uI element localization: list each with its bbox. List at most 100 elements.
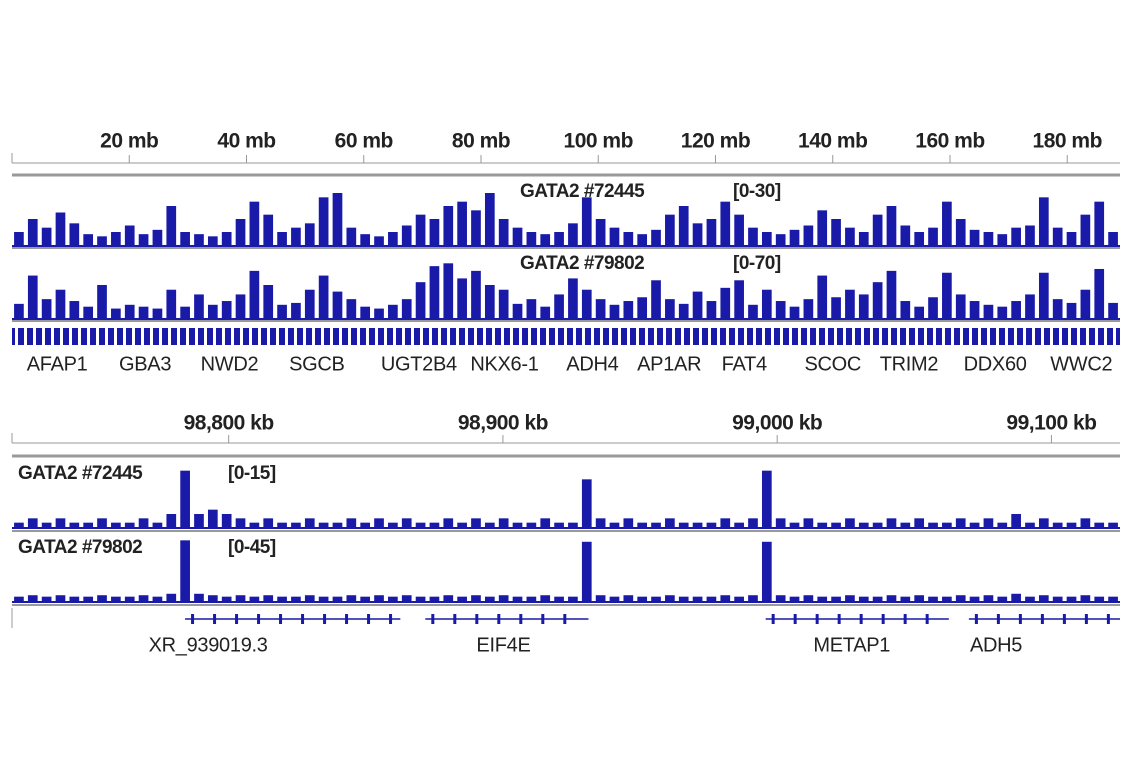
exon <box>925 614 929 624</box>
signal-bar <box>955 219 966 245</box>
signal-bar <box>761 289 772 318</box>
gene-label: METAP1 <box>813 634 890 656</box>
exon <box>475 614 479 624</box>
signal-bar <box>720 595 731 601</box>
signal-bar <box>706 522 717 527</box>
signal-bar <box>692 522 703 527</box>
signal-bar <box>581 289 592 318</box>
signal-bar <box>69 223 80 245</box>
signal-bar <box>831 297 841 318</box>
signal-bar <box>775 234 786 245</box>
exon <box>1040 614 1044 624</box>
exon <box>431 614 435 624</box>
signal-bar <box>692 291 703 318</box>
x-tick-label: 98,900 kb <box>458 412 548 435</box>
signal-bar <box>817 210 828 245</box>
signal-bar <box>194 514 204 527</box>
signal-bar <box>415 214 426 245</box>
signal-bar <box>858 294 869 318</box>
signal-bar <box>194 294 204 318</box>
signal-bar <box>318 596 329 601</box>
signal-bar <box>152 522 163 527</box>
gene-label: AP1AR <box>637 353 701 375</box>
exon <box>974 614 978 624</box>
signal-bar <box>1080 518 1091 527</box>
signal-bar <box>623 518 634 527</box>
signal-bar <box>194 234 204 245</box>
signal-bar <box>14 596 24 601</box>
signal-bar <box>734 596 744 601</box>
signal-bar <box>831 522 841 527</box>
signal-bar <box>914 306 925 318</box>
signal-bar <box>997 306 1008 318</box>
signal-bar <box>942 272 952 318</box>
signal-bar <box>858 232 869 245</box>
signal-bar <box>235 595 246 601</box>
signal-bar <box>983 232 994 245</box>
signal-bar <box>651 596 661 601</box>
signal-bar <box>83 596 94 601</box>
signal-bar <box>374 595 384 601</box>
signal-bar <box>484 285 495 318</box>
signal-bar <box>498 518 509 527</box>
signal-bar <box>235 518 246 527</box>
signal-bar <box>374 518 384 527</box>
signal-bar <box>886 270 897 318</box>
exon <box>881 614 885 624</box>
signal-bar <box>27 275 38 318</box>
exon <box>453 614 457 624</box>
signal-bar <box>858 596 869 601</box>
signal-bar <box>748 304 758 318</box>
signal-bar <box>1080 289 1091 318</box>
signal-bar <box>900 596 911 601</box>
exon <box>323 614 327 624</box>
signal-bar <box>55 518 66 527</box>
signal-bar <box>318 275 329 318</box>
x-tick-label: 99,000 kb <box>732 412 822 435</box>
exon <box>859 614 863 624</box>
exon <box>1106 614 1110 624</box>
signal-bar <box>1025 596 1035 601</box>
exon <box>497 614 501 624</box>
signal-bar <box>14 522 24 527</box>
signal-bar <box>817 522 828 527</box>
signal-bar <box>263 595 274 601</box>
signal-bar <box>277 304 287 318</box>
exon <box>389 614 393 624</box>
exon <box>837 614 841 624</box>
signal-bar <box>581 541 592 601</box>
signal-bar <box>1052 596 1063 601</box>
signal-bar <box>609 522 620 527</box>
exon <box>345 614 349 624</box>
signal-bar <box>55 289 66 318</box>
signal-bar <box>955 294 966 318</box>
signal-bar <box>1038 595 1049 601</box>
signal-bar <box>69 301 80 318</box>
signal-bar <box>609 596 620 601</box>
signal-bar <box>332 193 343 245</box>
signal-bar <box>554 596 564 601</box>
gene-label: ADH5 <box>970 634 1022 656</box>
signal-bar <box>942 596 952 601</box>
signal-bar <box>401 225 412 245</box>
x-tick-label: 40 mb <box>217 130 275 153</box>
signal-bar <box>969 596 980 601</box>
signal-bar <box>665 299 675 318</box>
exon <box>771 614 775 624</box>
signal-bar <box>872 214 883 245</box>
track-range: [0-70] <box>733 253 781 274</box>
signal-bar <box>900 225 911 245</box>
signal-bar <box>540 518 551 527</box>
x-tick-label: 20 mb <box>100 130 158 153</box>
signal-bar <box>1038 197 1049 245</box>
signal-bar <box>346 227 357 245</box>
signal-bar <box>748 227 758 245</box>
signal-bar <box>1025 294 1035 318</box>
signal-bar <box>318 197 329 245</box>
signal-bar <box>665 595 675 601</box>
signal-bar <box>291 227 301 245</box>
signal-bar <box>969 229 980 245</box>
track-range: [0-15] <box>228 463 276 484</box>
signal-bar <box>360 306 371 318</box>
gene-label: UGT2B4 <box>381 353 457 375</box>
